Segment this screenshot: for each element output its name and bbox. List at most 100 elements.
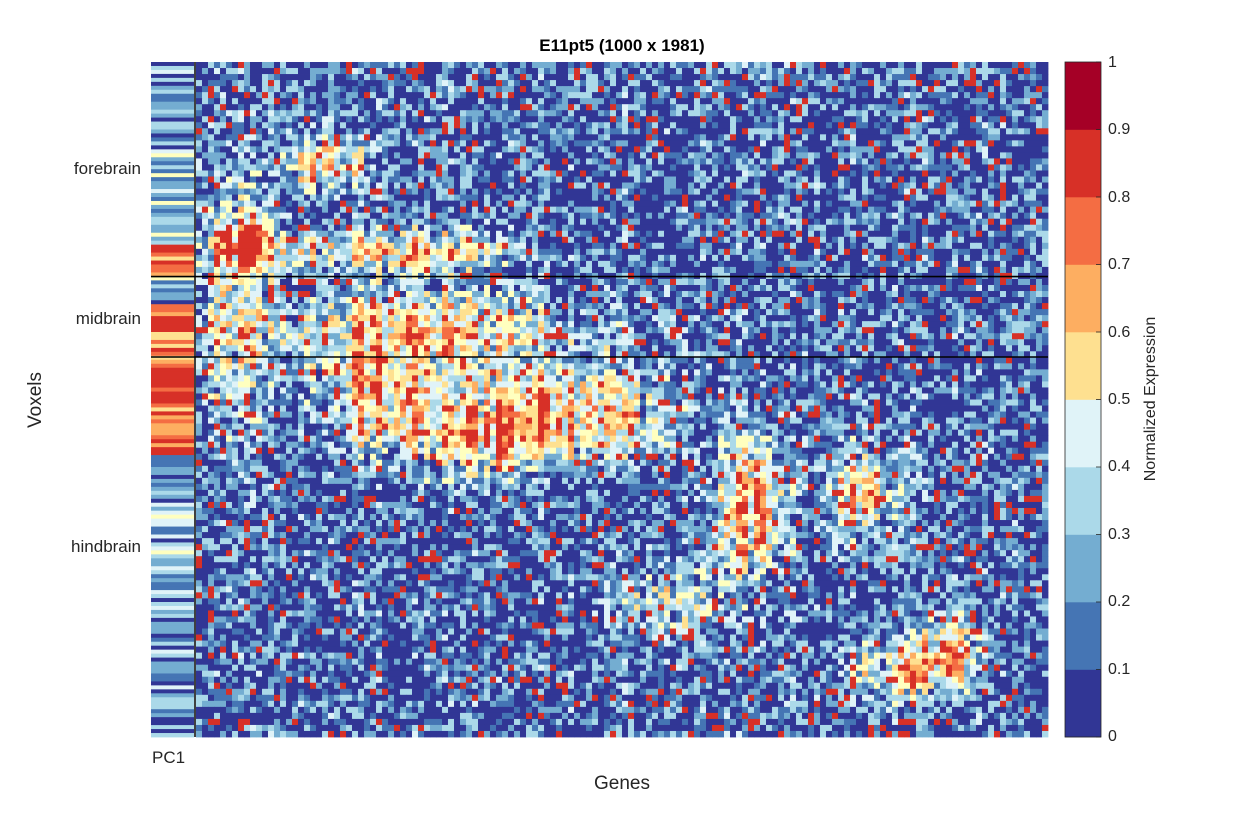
heatmap-cell bbox=[280, 230, 287, 238]
heatmap-cell bbox=[376, 248, 383, 256]
heatmap-cell bbox=[874, 62, 881, 69]
heatmap-cell bbox=[340, 128, 347, 135]
heatmap-cell bbox=[730, 254, 737, 262]
heatmap-cell bbox=[268, 74, 275, 81]
heatmap-cell bbox=[958, 128, 965, 135]
heatmap-cell bbox=[298, 62, 305, 69]
heatmap-cell bbox=[292, 98, 299, 105]
heatmap-cell bbox=[616, 206, 623, 214]
heatmap-cell bbox=[280, 236, 287, 244]
heatmap-cell bbox=[556, 248, 563, 256]
heatmap-cell bbox=[334, 248, 341, 256]
heatmap-cell bbox=[280, 158, 287, 165]
heatmap-cell bbox=[1042, 218, 1049, 226]
heatmap-cell bbox=[598, 116, 605, 123]
heatmap-cell bbox=[964, 68, 971, 75]
heatmap-cell bbox=[274, 146, 281, 153]
heatmap-cell bbox=[724, 260, 731, 268]
heatmap-cell bbox=[718, 140, 725, 147]
heatmap-cell bbox=[1006, 164, 1013, 171]
heatmap-cell bbox=[586, 146, 593, 153]
heatmap-cell bbox=[706, 212, 713, 220]
heatmap-cell bbox=[1042, 158, 1049, 165]
heatmap-cell bbox=[946, 206, 953, 214]
heatmap-cell bbox=[268, 236, 275, 244]
heatmap-cell bbox=[844, 128, 851, 135]
heatmap-cell bbox=[634, 224, 641, 232]
heatmap-cell bbox=[454, 254, 461, 262]
heatmap-cell bbox=[376, 74, 383, 81]
heatmap-cell bbox=[808, 254, 815, 262]
heatmap-cell bbox=[280, 92, 287, 99]
heatmap-cell bbox=[622, 230, 629, 238]
heatmap-cell bbox=[778, 200, 785, 208]
heatmap-cell bbox=[970, 230, 977, 238]
heatmap-cell bbox=[712, 134, 719, 141]
heatmap-cell bbox=[988, 206, 995, 214]
heatmap-cell bbox=[448, 98, 455, 105]
heatmap-cell bbox=[268, 188, 275, 195]
heatmap-cell bbox=[226, 212, 233, 220]
heatmap-cell bbox=[928, 200, 935, 208]
heatmap-cell bbox=[298, 134, 305, 141]
heatmap-cell bbox=[1018, 254, 1025, 262]
heatmap-cell bbox=[838, 170, 845, 177]
heatmap-cell bbox=[478, 134, 485, 141]
heatmap-cell bbox=[886, 260, 893, 268]
heatmap-cell bbox=[910, 182, 917, 189]
heatmap-cell bbox=[490, 260, 497, 268]
heatmap-cell bbox=[928, 80, 935, 87]
heatmap-cell bbox=[874, 158, 881, 165]
heatmap-cell bbox=[616, 104, 623, 111]
heatmap-cell bbox=[310, 74, 317, 81]
heatmap-cell bbox=[568, 80, 575, 87]
heatmap-cell bbox=[538, 128, 545, 135]
heatmap-cell bbox=[256, 164, 263, 171]
heatmap-cell bbox=[892, 182, 899, 189]
heatmap-cell bbox=[208, 218, 215, 226]
heatmap-cell bbox=[724, 122, 731, 129]
heatmap-cell bbox=[250, 104, 257, 111]
heatmap-cell bbox=[532, 182, 539, 189]
heatmap-cell bbox=[322, 128, 329, 135]
heatmap-cell bbox=[526, 146, 533, 153]
heatmap-cell bbox=[1000, 110, 1007, 117]
heatmap-cell bbox=[808, 74, 815, 81]
heatmap-cell bbox=[838, 74, 845, 81]
heatmap-cell bbox=[418, 116, 425, 123]
heatmap-cell bbox=[862, 62, 869, 69]
heatmap-cell bbox=[238, 224, 245, 232]
heatmap-cell bbox=[640, 116, 647, 123]
heatmap-cell bbox=[694, 182, 701, 189]
heatmap-cell bbox=[946, 200, 953, 208]
heatmap-cell bbox=[886, 176, 893, 183]
heatmap-cell bbox=[442, 86, 449, 93]
heatmap-cell bbox=[466, 152, 473, 159]
heatmap-cell bbox=[1006, 212, 1013, 220]
heatmap-cell bbox=[844, 116, 851, 123]
heatmap-cell bbox=[748, 260, 755, 268]
heatmap-cell bbox=[334, 62, 341, 69]
heatmap-cell bbox=[250, 194, 257, 202]
heatmap-cell bbox=[322, 74, 329, 81]
heatmap-cell bbox=[526, 62, 533, 69]
heatmap-cell bbox=[244, 104, 251, 111]
heatmap-cell bbox=[256, 140, 263, 147]
heatmap-cell bbox=[604, 158, 611, 165]
heatmap-cell bbox=[562, 152, 569, 159]
heatmap-cell bbox=[712, 140, 719, 147]
heatmap-cell bbox=[574, 224, 581, 232]
heatmap-cell bbox=[1036, 140, 1043, 147]
heatmap-cell bbox=[808, 242, 815, 250]
heatmap-cell bbox=[892, 86, 899, 93]
heatmap-cell bbox=[256, 170, 263, 177]
heatmap-cell bbox=[526, 194, 533, 202]
heatmap-cell bbox=[598, 86, 605, 93]
heatmap-cell bbox=[400, 188, 407, 195]
heatmap-cell bbox=[514, 218, 521, 226]
heatmap-cell bbox=[826, 86, 833, 93]
heatmap-cell bbox=[754, 128, 761, 135]
heatmap-cell bbox=[1000, 74, 1007, 81]
heatmap-cell bbox=[610, 218, 617, 226]
heatmap-cell bbox=[790, 188, 797, 195]
